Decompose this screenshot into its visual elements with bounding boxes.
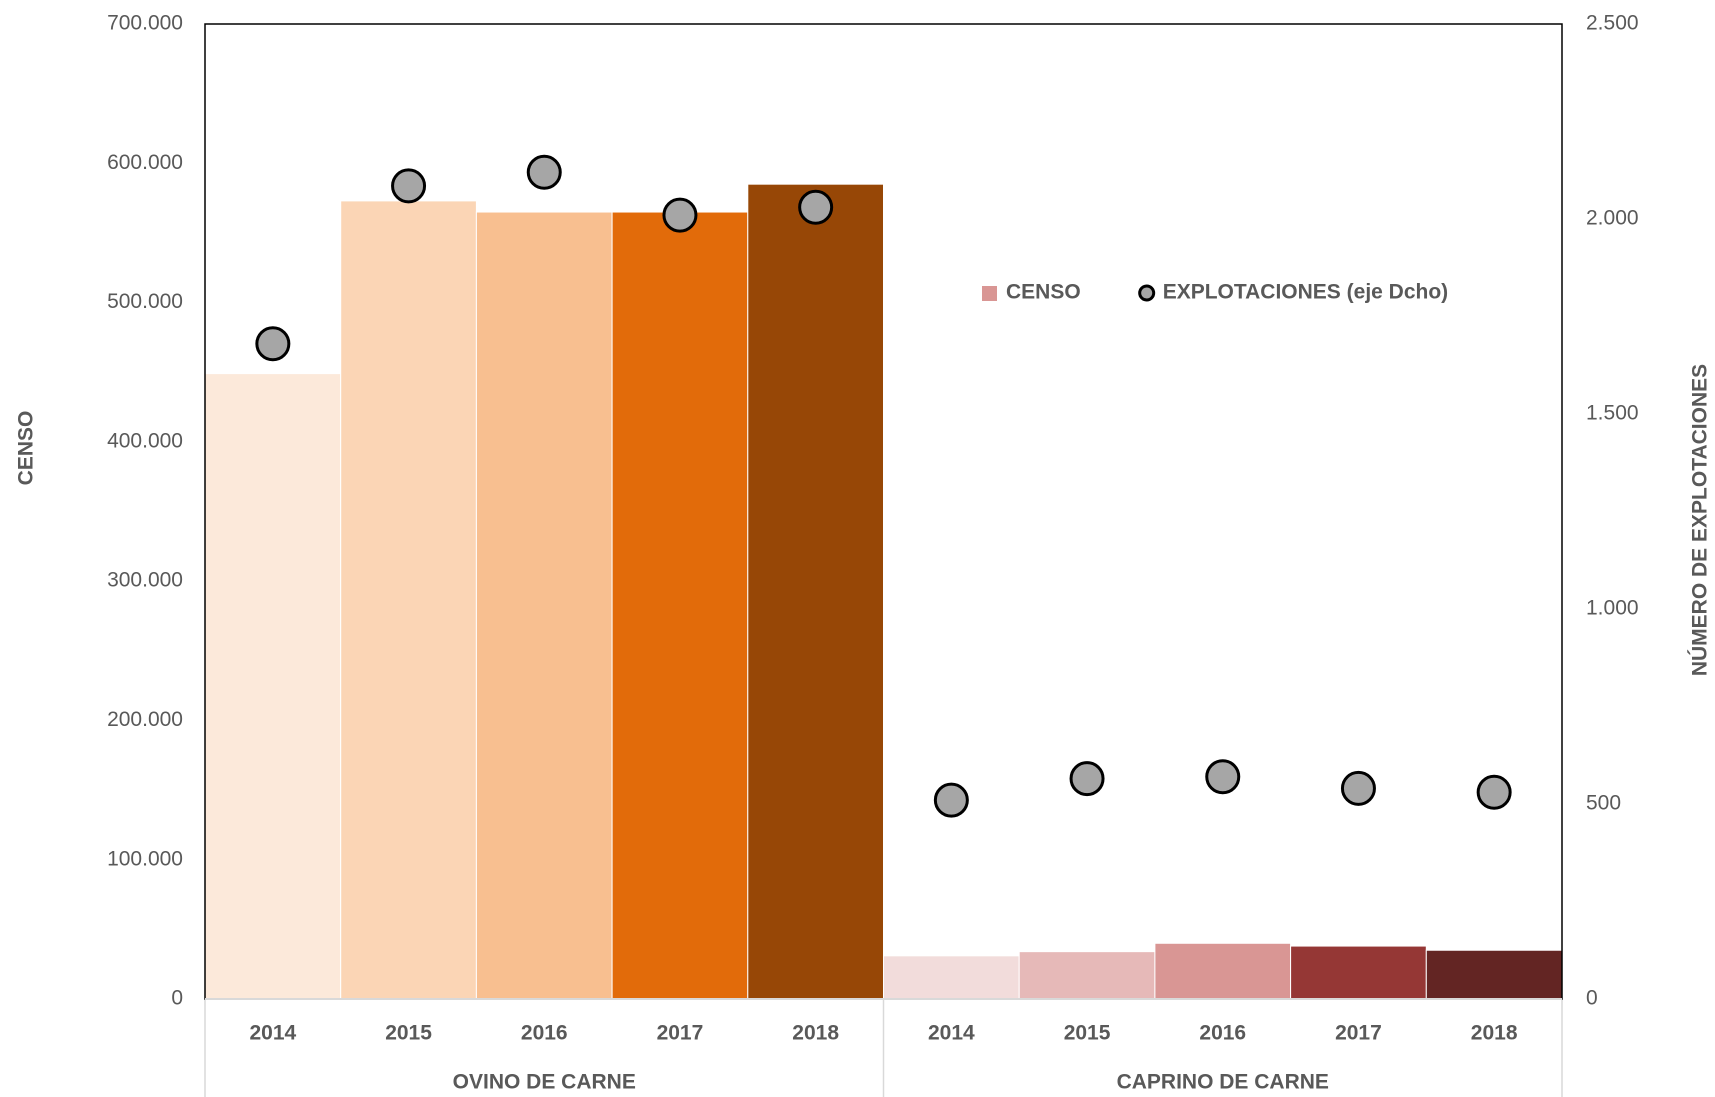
x-tick-label: 2018 bbox=[1471, 1022, 1518, 1045]
legend-marker bbox=[1138, 284, 1156, 302]
y2-tick-label: 2.000 bbox=[1586, 207, 1639, 230]
y2-axis-title: NÚMERO DE EXPLOTACIONES bbox=[1688, 364, 1712, 676]
y-tick-label: 400.000 bbox=[107, 429, 183, 452]
group-label: OVINO DE CARNE bbox=[453, 1071, 636, 1094]
bar bbox=[1154, 942, 1292, 1000]
bar bbox=[475, 211, 613, 1000]
bar bbox=[340, 200, 477, 1000]
y-tick-label: 300.000 bbox=[107, 569, 183, 592]
point bbox=[1069, 761, 1105, 797]
bar bbox=[1425, 949, 1563, 1000]
bar bbox=[747, 183, 884, 1000]
y2-tick-label: 1.500 bbox=[1586, 402, 1639, 425]
bar bbox=[1290, 945, 1427, 1000]
y2-tick-label: 1.000 bbox=[1586, 597, 1639, 620]
group-label: CAPRINO DE CARNE bbox=[1117, 1071, 1329, 1094]
point bbox=[526, 154, 562, 190]
bar bbox=[611, 211, 749, 1000]
legend-label: EXPLOTACIONES (eje Dcho) bbox=[1163, 281, 1448, 304]
x-tick-label: 2018 bbox=[792, 1022, 839, 1045]
x-tick-label: 2015 bbox=[1064, 1022, 1111, 1045]
point bbox=[1205, 759, 1241, 795]
legend-label: CENSO bbox=[1006, 281, 1081, 304]
y-tick-label: 600.000 bbox=[107, 151, 183, 174]
y-tick-label: 0 bbox=[171, 987, 183, 1010]
point bbox=[798, 189, 834, 225]
y2-tick-label: 2.500 bbox=[1586, 12, 1639, 35]
x-tick-label: 2017 bbox=[657, 1022, 704, 1045]
point bbox=[1476, 774, 1512, 810]
point bbox=[1340, 770, 1376, 806]
y-tick-label: 500.000 bbox=[107, 290, 183, 313]
bar bbox=[1018, 951, 1156, 1000]
bar bbox=[883, 955, 1020, 1000]
x-tick-label: 2015 bbox=[385, 1022, 432, 1045]
y-tick-label: 200.000 bbox=[107, 708, 183, 731]
y2-tick-label: 500 bbox=[1586, 792, 1621, 815]
bar bbox=[204, 373, 342, 1000]
x-tick-label: 2014 bbox=[249, 1022, 296, 1045]
point bbox=[662, 197, 698, 233]
x-tick-label: 2016 bbox=[1199, 1022, 1246, 1045]
point bbox=[933, 782, 969, 818]
y-tick-label: 700.000 bbox=[107, 12, 183, 35]
point bbox=[391, 168, 427, 204]
legend-swatch bbox=[982, 286, 997, 301]
y2-tick-label: 0 bbox=[1586, 987, 1598, 1010]
y-tick-label: 100.000 bbox=[107, 847, 183, 870]
x-tick-label: 2014 bbox=[928, 1022, 975, 1045]
point bbox=[255, 326, 291, 362]
y-axis-title: CENSO bbox=[15, 411, 38, 486]
x-tick-label: 2017 bbox=[1335, 1022, 1382, 1045]
x-tick-label: 2016 bbox=[521, 1022, 568, 1045]
